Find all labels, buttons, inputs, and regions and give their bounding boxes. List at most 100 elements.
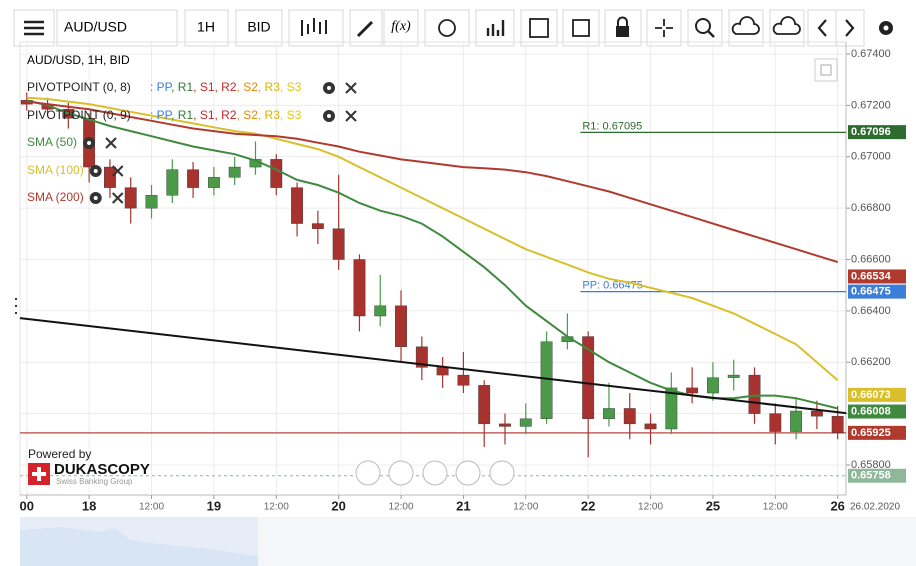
crosshair-button[interactable] (646, 9, 682, 47)
price-tag (848, 468, 906, 483)
x-end-label: 26.02.2020 (850, 502, 900, 513)
x-tick-label: 12:00 (264, 502, 289, 513)
nav-zoom-out[interactable] (388, 460, 414, 486)
candle-body (540, 341, 553, 419)
close-icon[interactable] (111, 192, 124, 204)
symbol: AUD/USD (64, 19, 127, 35)
legend: PIVOTPOINT (0, 8): PP, R1, S1, R2, S2, R… (27, 80, 357, 204)
calendar-button[interactable] (520, 9, 558, 47)
close-icon[interactable] (345, 82, 357, 94)
nav-zoom-in[interactable] (455, 460, 481, 486)
candle-body (311, 223, 324, 229)
info-icon (438, 19, 456, 37)
price-tag (848, 269, 906, 284)
close-icon[interactable] (345, 110, 357, 122)
price-tag-label: 0.65758 (851, 470, 891, 482)
zoom-button[interactable] (687, 9, 723, 47)
close-icon[interactable] (111, 165, 124, 177)
gear-hole (327, 114, 331, 118)
price-tag-label: 0.67096 (851, 126, 891, 138)
chart-type-button[interactable] (288, 9, 344, 47)
prev-button[interactable] (807, 9, 837, 47)
legend-entry: SMA (50) (27, 135, 77, 149)
y-tick-label: 0.66400 (851, 305, 891, 317)
candle-body (831, 415, 844, 434)
nav-reset[interactable] (422, 460, 448, 486)
nav-left[interactable] (355, 460, 381, 486)
news-button[interactable] (562, 9, 600, 47)
side: BID (247, 19, 270, 35)
indicator-field: , R2 (215, 80, 237, 94)
x-tick-label: 18 (82, 498, 96, 513)
candle-body (415, 346, 428, 368)
lock-icon (616, 26, 629, 37)
candle-body (457, 374, 470, 386)
draw-icon (356, 20, 374, 38)
x-tick-label: 25 (706, 498, 720, 513)
candle-body (665, 387, 678, 430)
navigator-window[interactable] (20, 517, 258, 566)
candle-body (644, 423, 657, 430)
indicator-name: PIVOTPOINT (0, 9) (27, 108, 131, 122)
indicator-field: , S3 (280, 80, 302, 94)
x-tick-label: 12:00 (139, 502, 164, 513)
close-icon[interactable] (105, 137, 117, 149)
next-icon (845, 19, 855, 37)
y-tick-label: 0.65800 (851, 459, 891, 471)
nav-right[interactable] (489, 460, 515, 486)
function-icon: f(x) (391, 19, 411, 34)
indicator-field: , S1 (193, 108, 215, 122)
function-button[interactable] (383, 9, 419, 47)
indicator-field: : PP (150, 108, 173, 122)
indicator-field: , R1 (171, 108, 193, 122)
trendline (19, 317, 847, 415)
candle-body (727, 374, 740, 378)
download-button[interactable] (769, 9, 805, 47)
fullscreen-button[interactable] (814, 58, 838, 82)
upload-icon (731, 16, 760, 35)
candle-body (686, 387, 699, 394)
menu-icon (24, 20, 44, 36)
price-tag (848, 387, 906, 402)
crosshair-icon (655, 19, 673, 37)
candle-body (499, 423, 511, 427)
brand-tagline: Swiss Banking Group (56, 477, 133, 486)
x-tick-label: 00 (20, 498, 34, 513)
gear-hole (327, 86, 331, 90)
lock-button[interactable] (604, 9, 642, 47)
candle-body (395, 305, 407, 348)
symbol-select[interactable] (56, 9, 178, 47)
legend-entry: SMA (200) (27, 190, 84, 204)
next-button[interactable] (835, 9, 865, 47)
candle-body (187, 169, 200, 188)
candle-body (166, 169, 179, 196)
zoom-icon (695, 18, 711, 34)
chart-type-icon (301, 18, 327, 36)
y-tick-label: 0.66800 (851, 202, 891, 214)
gear-hole (93, 196, 98, 200)
candle-body (270, 159, 283, 188)
download-icon (772, 16, 801, 35)
candle-body (790, 410, 803, 432)
upload-button[interactable] (728, 9, 764, 47)
candle-body (582, 336, 595, 419)
candle-body (748, 374, 761, 414)
sma-line (26, 96, 839, 381)
price-tag (848, 125, 906, 140)
candle-body (228, 166, 241, 178)
candle-body (374, 305, 387, 317)
price-tag (848, 284, 906, 299)
volume-icon (486, 20, 505, 36)
indicator-field: , R2 (215, 108, 237, 122)
side-select[interactable] (235, 9, 283, 47)
info-button[interactable] (424, 9, 470, 47)
indicator-field: , R3 (258, 80, 280, 94)
timeframe-select[interactable] (184, 9, 229, 47)
volume-button[interactable] (475, 9, 515, 47)
indicator-fields: : PP, R1, S1, R2, S2, R3, S3 (150, 108, 302, 122)
powered-by: Powered by (28, 447, 91, 461)
price-tag-label: 0.66534 (851, 270, 892, 282)
navigation (355, 460, 515, 486)
